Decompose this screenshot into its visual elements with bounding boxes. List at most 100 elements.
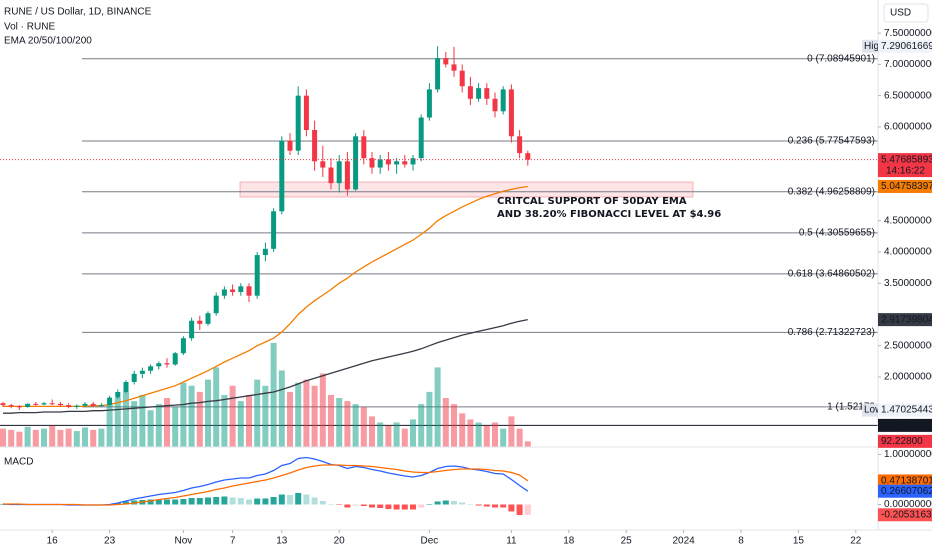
volume-bar [270,342,277,447]
candle-body [426,89,432,118]
currency-box[interactable] [883,3,929,23]
volume-bar [24,426,31,447]
macd-histogram-bar [254,498,261,505]
x-tick-label: 13 [276,536,288,547]
macd-histogram-bar [434,501,441,505]
volume-bar [237,401,244,447]
volume-bar [8,429,15,447]
macd-histogram-bar [467,504,474,505]
high-title: High [864,41,885,52]
volume-bar [459,413,466,447]
candle-body [49,403,55,405]
candle-body [336,161,342,184]
volume-bar [262,385,269,447]
volume-bar [246,394,252,447]
macd-histogram-bar [418,504,425,508]
candle-body [33,403,39,405]
x-tick-label: 22 [850,536,862,547]
macd-histogram-bar [155,499,162,505]
macd-histogram-bar [492,504,498,508]
y-tick-label: 3.50000000 [884,278,932,289]
macd-histogram-bar [180,499,187,505]
x-tick-label: 8 [738,536,744,547]
macd-histogram-bar [196,498,203,505]
candle-body [262,248,268,256]
macd-histogram-bar [295,493,302,505]
fib-label: 0.786 (2.71322723) [788,327,875,338]
x-tick-label: 11 [506,536,517,547]
macd-tick-label: 0.00000000 [884,499,932,510]
volume-bar [16,431,23,447]
fib-label: 0 (7.08945901) [807,53,875,64]
volume-bar [221,394,228,447]
macd-histogram-bar [188,498,195,505]
x-tick-label: Nov [175,536,193,547]
macd-histogram-bar [278,494,285,505]
candle-body [369,158,375,168]
candle-body [443,58,449,65]
histogram-tag-bg [878,508,932,522]
candle-body [230,289,236,292]
macd-histogram-bar [508,504,515,512]
volume-bar [278,370,285,447]
x-tick-label: 7 [230,536,236,547]
macd-tag: 0.26607062 [881,486,932,497]
candle-body [221,289,227,296]
volume-tag: 92.22800 [881,436,923,447]
macd-histogram-bar [172,499,179,505]
signal-tag: 0.47138701 [881,476,932,487]
candle-body [90,403,96,406]
volume-bar [287,391,293,447]
volume-bar [426,391,433,447]
volume-bar [524,441,531,447]
signal-tag-bg [878,474,932,488]
volume-bar [516,428,523,447]
candle-body [0,403,6,406]
candle-body [271,211,277,249]
volume-bar [106,404,113,447]
volume-bar [336,398,343,447]
volume-bar [196,391,203,447]
candle-body [25,403,31,407]
candle-body [197,320,203,324]
macd-histogram-bar [213,497,220,505]
volume-bar [319,373,326,447]
annotation: AND 38.20% FIBONACCI LEVEL AT $4.96 [497,209,721,220]
y-tick-label: 7.00000000 [884,59,932,70]
candle-body [377,159,383,168]
candle-body [238,286,244,292]
candle-body [492,98,498,112]
candle-body [180,338,186,354]
candle-body [279,140,285,212]
volume-bar [32,429,39,447]
macd-histogram-bar [483,504,490,507]
ema-tag: 2.91739804 [881,314,932,325]
x-tick-label: 18 [563,536,575,547]
y-tick-label: 7.50000000 [884,28,932,39]
fib-label: 0.382 (4.96258809) [788,186,875,197]
price-axis [878,0,932,550]
macd-histogram-bar [442,500,449,505]
candle-body [410,158,416,165]
y-tick-label: 2.00000000 [884,372,932,383]
macd-histogram-bar [303,494,310,505]
volume-bar [254,379,261,447]
volume-bar [492,422,498,447]
volume-bar [295,382,302,447]
fib-label: 0.236 (5.77547593) [788,136,875,147]
fib-label: 0.5 (4.30559655) [799,227,875,238]
volume-bar [155,404,162,447]
macd-histogram-bar [524,504,531,515]
candle-body [16,406,22,408]
candle-body [385,159,391,165]
macd-histogram-bar [426,504,433,505]
volume-bar [73,431,80,447]
macd-histogram-bar [164,499,170,505]
candle-body [459,70,465,87]
x-tick-label: 15 [793,536,805,547]
macd-histogram-bar [311,497,318,505]
candle-body [164,363,170,365]
